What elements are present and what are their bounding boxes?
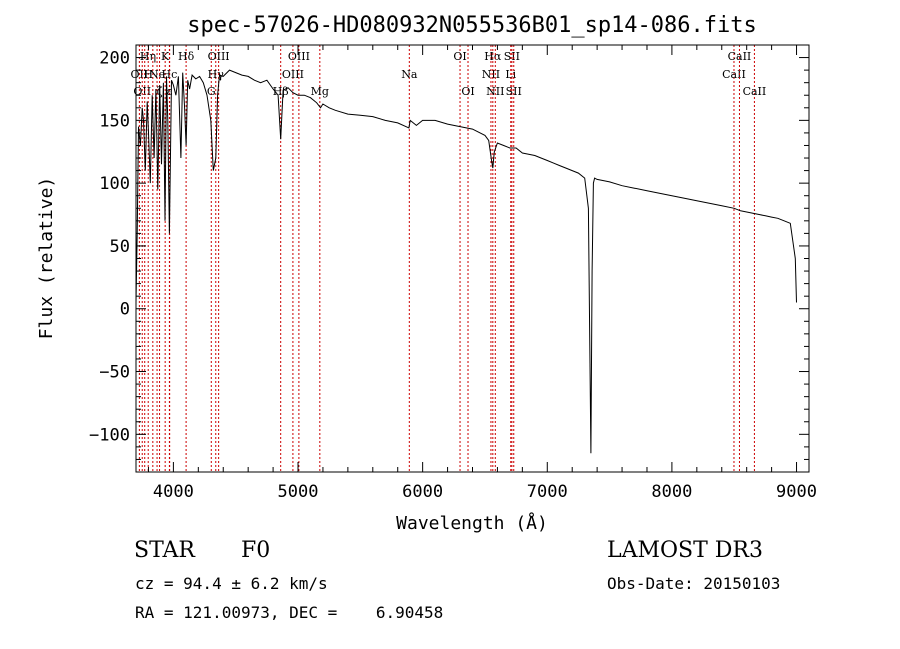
marker-label-10: Hδ [178,50,195,63]
y-tick-label-2: 0 [120,300,130,320]
obs-date: Obs-Date: 20150103 [607,574,781,593]
marker-label-20: OI [461,85,474,98]
x-tick-label-4: 8000 [651,482,692,502]
redshift-cz: cz = 94.4 ± 6.2 km/s [135,574,328,593]
object-class: STAR [134,538,195,563]
x-tick-label-1: 5000 [278,482,319,502]
marker-label-17: Mg [311,85,329,98]
marker-label-29: CaII [743,85,767,98]
marker-label-18: Na [401,68,418,81]
y-tick-label-4: 100 [99,174,130,194]
marker-label-16: OIII [288,50,310,63]
axis-ticks: 4000 5000 6000 7000 8000 9000 −100 −50 0 50 100 150… [89,45,817,502]
line-marker-layer: OIIOIIHHηNeζKHcεHδGHγOIIIHβOIIIOIIIMgNaO… [131,45,767,472]
y-tick-label-6: 200 [99,49,130,69]
flux-series-line [135,69,797,454]
marker-label-3: H [143,68,153,81]
marker-label-19: OI [453,50,466,63]
marker-label-2: H [140,50,150,63]
marker-label-27: CaII [722,68,746,81]
marker-label-14: Hβ [273,85,289,98]
x-tick-label-0: 4000 [153,482,194,502]
marker-label-0: OII [131,68,149,81]
plot-frame [135,44,810,473]
x-axis-label: Wavelength (Å) [396,512,548,534]
marker-label-24: Li [505,68,516,81]
y-axis-label: Flux (relative) [36,177,57,340]
ra-dec-coordinates: RA = 121.00973, DEC = 6.90458 [135,603,444,622]
marker-label-23: NII [486,85,504,98]
marker-label-22: Hα [484,50,502,63]
marker-label-11: G [207,85,216,98]
marker-label-21: NII [482,68,500,81]
marker-label-4: η [150,50,157,63]
y-tick-label-3: 50 [110,237,130,257]
chart-title: spec-57026-HD080932N055536B01_sp14-086.f… [187,13,757,38]
x-tick-label-2: 6000 [402,482,443,502]
y-tick-label-5: 150 [99,111,130,131]
marker-label-9: ε [167,85,173,98]
marker-label-13: OIII [208,50,230,63]
marker-label-12: Hγ [208,68,225,81]
x-tick-label-5: 9000 [776,482,817,502]
y-tick-label-1: −50 [99,363,130,383]
marker-label-7: K [161,50,170,63]
marker-label-5: Ne [149,68,165,81]
survey-name: LAMOST DR3 [607,538,763,563]
x-tick-label-3: 7000 [527,482,568,502]
marker-label-28: CaII [728,50,752,63]
marker-label-26: SII [506,85,522,98]
object-subclass: F0 [241,538,271,563]
y-tick-label-0: −100 [89,425,130,445]
marker-label-25: SII [504,50,520,63]
marker-label-15: OIII [282,68,304,81]
